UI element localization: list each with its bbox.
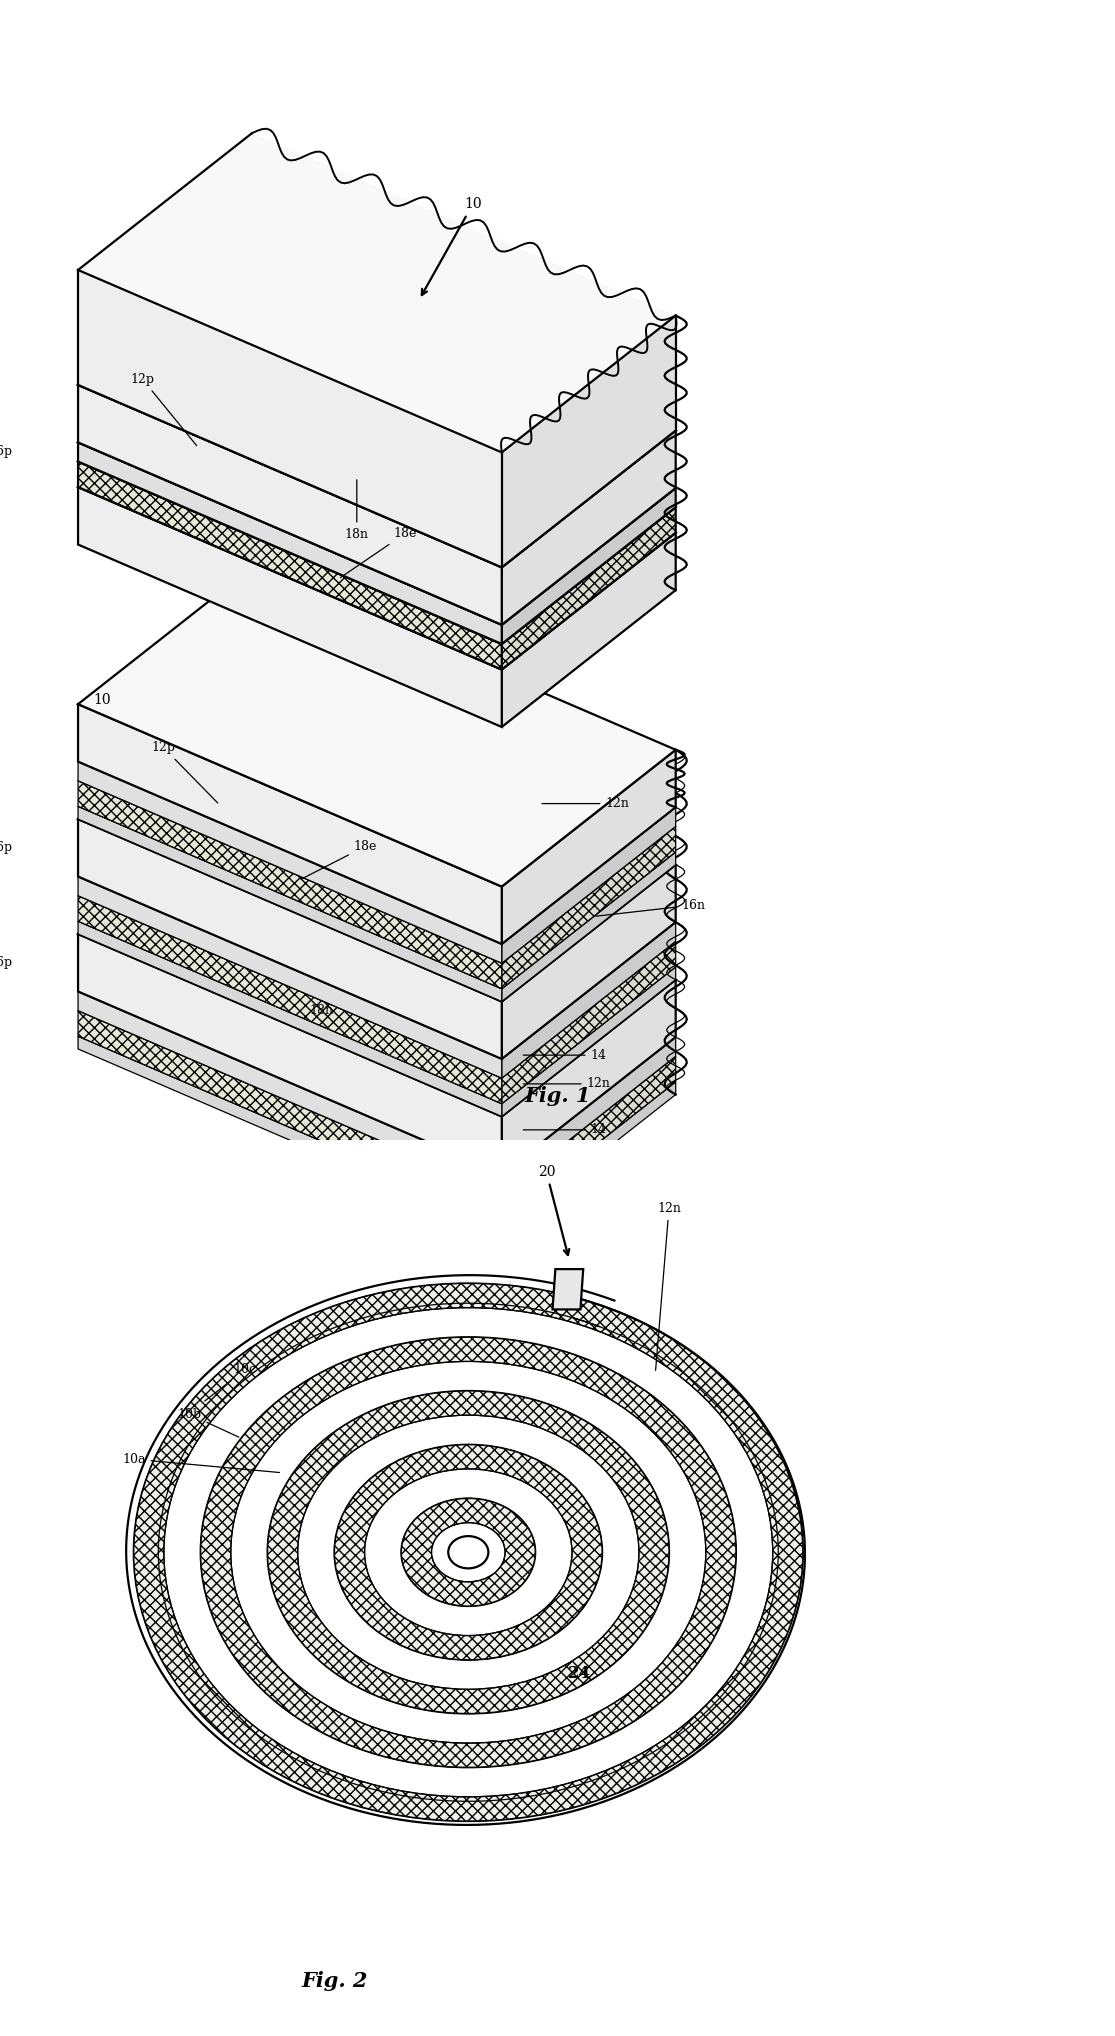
Polygon shape	[502, 533, 676, 727]
Polygon shape	[78, 900, 676, 1220]
Circle shape	[401, 1498, 535, 1606]
Polygon shape	[502, 851, 676, 1002]
Polygon shape	[502, 430, 676, 625]
Text: 20: 20	[537, 1165, 570, 1254]
Polygon shape	[78, 132, 676, 452]
Circle shape	[448, 1535, 488, 1568]
Circle shape	[201, 1338, 736, 1767]
Polygon shape	[78, 625, 676, 945]
Polygon shape	[502, 806, 676, 963]
Polygon shape	[78, 818, 502, 1059]
Text: 18n: 18n	[345, 480, 369, 540]
Polygon shape	[78, 305, 676, 625]
Text: 10c: 10c	[205, 1362, 256, 1401]
Polygon shape	[502, 507, 676, 670]
Polygon shape	[78, 704, 502, 945]
Polygon shape	[78, 442, 502, 643]
Polygon shape	[78, 873, 676, 1193]
Polygon shape	[502, 316, 676, 568]
Text: 18n: 18n	[309, 1004, 333, 1016]
Text: Fig. 2: Fig. 2	[301, 1971, 368, 1991]
Polygon shape	[502, 922, 676, 1079]
Polygon shape	[78, 568, 676, 886]
Polygon shape	[502, 749, 676, 945]
Polygon shape	[502, 941, 676, 1104]
Wedge shape	[268, 1391, 669, 1714]
Text: 16p: 16p	[0, 841, 12, 855]
Polygon shape	[78, 350, 676, 670]
Text: 10b: 10b	[177, 1407, 239, 1437]
Polygon shape	[78, 248, 676, 568]
Polygon shape	[502, 979, 676, 1175]
Text: 16p: 16p	[0, 446, 12, 458]
Polygon shape	[78, 896, 502, 1104]
Polygon shape	[78, 670, 676, 989]
Polygon shape	[502, 1081, 676, 1232]
Polygon shape	[78, 271, 502, 568]
Text: 16p: 16p	[0, 957, 12, 969]
Text: 12n: 12n	[523, 1077, 611, 1091]
Polygon shape	[502, 1057, 676, 1220]
Polygon shape	[78, 739, 676, 1059]
Text: 24: 24	[569, 1665, 591, 1682]
Text: 12p: 12p	[130, 373, 196, 446]
Polygon shape	[553, 1268, 583, 1309]
Polygon shape	[78, 920, 502, 1116]
Text: 12n: 12n	[542, 796, 629, 810]
Polygon shape	[78, 798, 676, 1116]
Polygon shape	[78, 1010, 502, 1220]
Text: 12p: 12p	[152, 741, 217, 802]
Text: 10: 10	[421, 197, 482, 295]
Polygon shape	[78, 385, 502, 625]
Wedge shape	[201, 1338, 736, 1767]
Polygon shape	[502, 489, 676, 643]
Text: 10a: 10a	[122, 1452, 280, 1472]
Polygon shape	[78, 324, 676, 643]
Text: 18e: 18e	[301, 839, 377, 880]
Polygon shape	[78, 682, 676, 1002]
Polygon shape	[502, 827, 676, 989]
Circle shape	[334, 1446, 602, 1659]
Circle shape	[268, 1391, 669, 1714]
Wedge shape	[401, 1498, 535, 1606]
Polygon shape	[78, 855, 676, 1175]
Text: 10: 10	[94, 692, 112, 706]
Polygon shape	[78, 780, 502, 989]
Polygon shape	[78, 462, 502, 670]
Text: Fig. 1: Fig. 1	[524, 1085, 591, 1106]
Text: 14: 14	[523, 1049, 607, 1061]
Text: 14: 14	[523, 1124, 607, 1136]
Polygon shape	[502, 1036, 676, 1193]
Polygon shape	[78, 878, 502, 1079]
Polygon shape	[78, 643, 676, 963]
Polygon shape	[78, 487, 502, 727]
Polygon shape	[78, 806, 502, 1002]
Wedge shape	[134, 1283, 803, 1820]
Wedge shape	[334, 1446, 602, 1659]
Polygon shape	[78, 992, 502, 1193]
Text: 18e: 18e	[340, 527, 417, 578]
Circle shape	[134, 1283, 803, 1820]
Text: 12n: 12n	[656, 1201, 681, 1370]
Polygon shape	[78, 759, 676, 1079]
Text: 16n: 16n	[595, 898, 706, 916]
Polygon shape	[502, 967, 676, 1116]
Polygon shape	[502, 865, 676, 1059]
Polygon shape	[78, 761, 502, 963]
Polygon shape	[78, 935, 502, 1175]
Polygon shape	[78, 1036, 502, 1232]
Polygon shape	[78, 784, 676, 1104]
